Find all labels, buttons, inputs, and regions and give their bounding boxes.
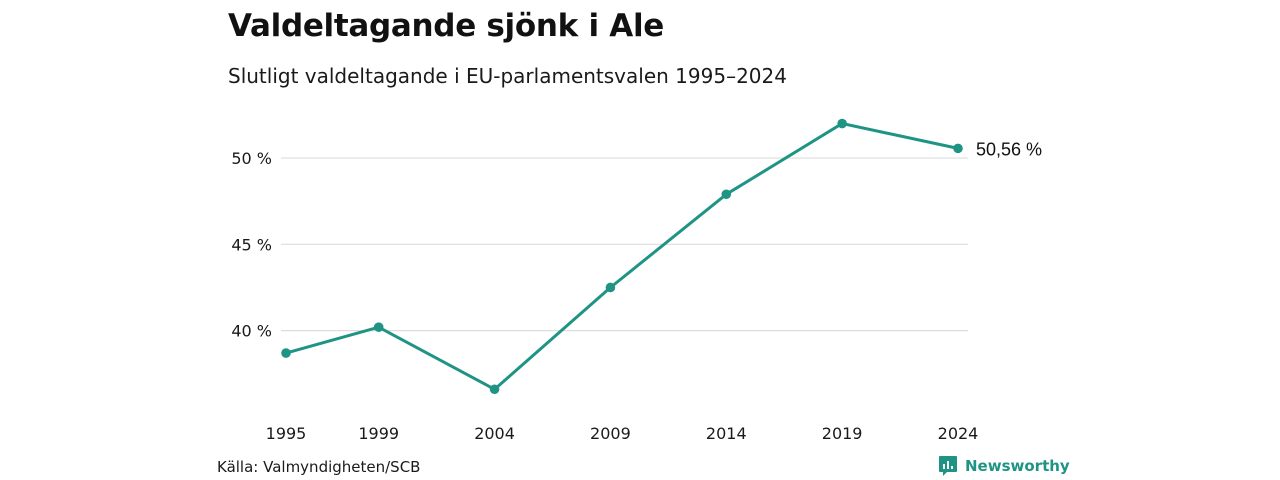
brand-name: Newsworthy <box>965 457 1070 475</box>
data-point <box>953 143 963 154</box>
y-tick-label: 50 % <box>231 149 272 168</box>
series-line <box>284 122 960 391</box>
data-point <box>373 322 384 332</box>
x-tick-label: 2024 <box>938 424 979 443</box>
data-labels: 50,56 % <box>976 139 1042 159</box>
data-series <box>281 118 963 395</box>
y-axis-tick-labels: 40 % 45 % 50 % <box>231 149 272 341</box>
chart-subtitle: Slutligt valdeltagande i EU-parlamentsva… <box>228 64 787 88</box>
brand: Newsworthy <box>938 455 1070 477</box>
x-axis-tick-labels: 1995 1999 2004 2009 2014 2019 2024 <box>266 424 979 443</box>
x-tick-label: 2004 <box>474 424 515 443</box>
y-tick-label: 40 % <box>231 322 272 341</box>
data-point <box>721 189 732 200</box>
x-tick-label: 2009 <box>590 424 631 443</box>
gridlines <box>281 157 968 332</box>
data-point <box>837 118 847 129</box>
data-point <box>489 384 500 395</box>
newsworthy-logo-icon <box>939 456 957 476</box>
y-tick-label: 45 % <box>231 235 272 254</box>
x-tick-label: 1995 <box>266 424 307 443</box>
data-point <box>605 282 616 293</box>
chart-title: Valdeltagande sjönk i Ale <box>228 8 665 44</box>
source-note: Källa: Valmyndigheten/SCB <box>217 458 421 476</box>
end-value-label: 50,56 % <box>976 139 1042 159</box>
x-tick-label: 2014 <box>706 424 747 443</box>
x-tick-label: 2019 <box>822 424 863 443</box>
data-point <box>281 348 291 358</box>
x-tick-label: 1999 <box>358 424 399 443</box>
